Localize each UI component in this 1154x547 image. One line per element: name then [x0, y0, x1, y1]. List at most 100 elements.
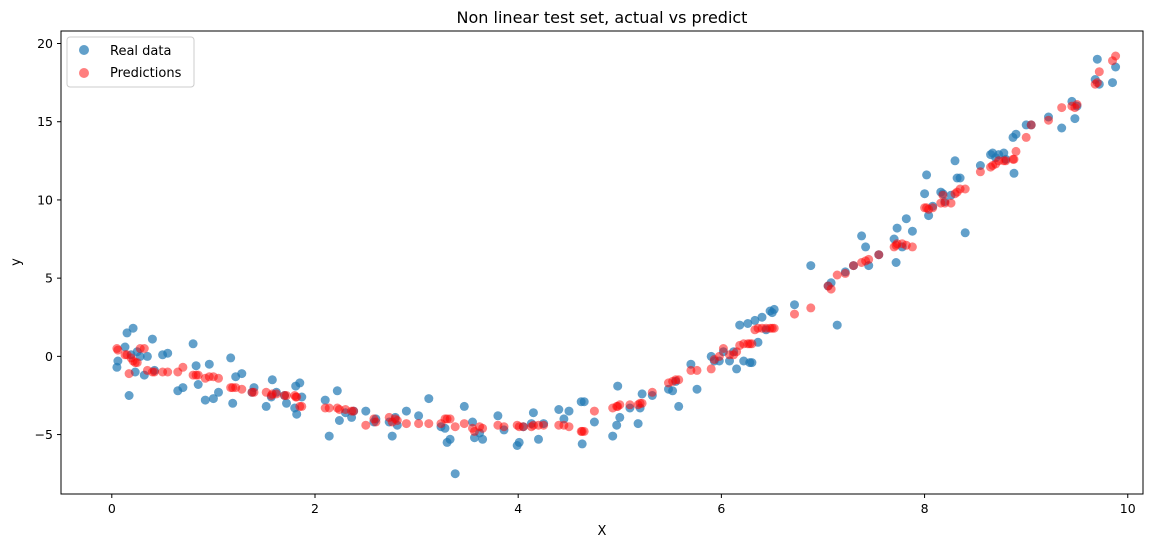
real-data-point — [200, 395, 210, 405]
predictions-point — [361, 420, 371, 430]
real-data-point — [282, 398, 291, 408]
predictions-point — [292, 392, 302, 402]
real-data-point — [478, 434, 488, 444]
real-data-point — [857, 231, 867, 241]
real-data-point — [1057, 123, 1067, 133]
predictions-point — [806, 303, 816, 313]
real-data-point — [920, 189, 930, 199]
real-data-point — [237, 369, 247, 379]
y-tick-label: 20 — [37, 36, 53, 51]
real-data-point — [743, 319, 753, 328]
predictions-point — [647, 387, 657, 397]
legend-label-real-data: Real data — [110, 44, 171, 59]
predictions-point — [193, 370, 203, 380]
predictions-point — [1009, 154, 1019, 164]
real-data-point — [295, 378, 305, 388]
real-data-point — [975, 161, 985, 170]
real-data-point — [147, 334, 157, 344]
predictions-point — [249, 387, 259, 397]
real-data-point — [750, 315, 760, 325]
predictions-point — [1072, 100, 1082, 109]
predictions-point — [401, 419, 411, 429]
real-data-point — [1108, 78, 1117, 88]
real-data-point — [674, 401, 684, 411]
predictions-point — [747, 339, 757, 349]
real-data-point — [747, 358, 757, 368]
real-data-point — [468, 417, 477, 427]
y-tick-label: 0 — [45, 349, 53, 364]
real-data-point — [901, 214, 911, 224]
real-data-point — [554, 405, 564, 414]
real-data-point — [769, 304, 779, 314]
real-data-point — [608, 431, 618, 441]
real-data-point — [334, 416, 344, 425]
real-data-point — [387, 431, 397, 441]
real-data-point — [332, 386, 342, 396]
predictions-point — [615, 400, 625, 410]
real-data-point — [188, 339, 198, 349]
predictions-point — [1026, 120, 1036, 130]
real-data-point — [459, 401, 469, 411]
predictions-point — [907, 242, 917, 252]
legend-marker-predictions — [79, 68, 89, 78]
real-data-point — [1070, 114, 1080, 124]
x-tick-label: 2 — [311, 501, 319, 516]
real-data-point — [122, 328, 132, 338]
real-data-point — [559, 414, 569, 424]
real-data-point — [907, 226, 917, 236]
real-data-point — [493, 411, 503, 421]
predictions-point — [928, 203, 938, 213]
y-axis-label: y — [9, 258, 24, 266]
real-data-point — [450, 469, 460, 479]
predictions-point — [163, 367, 173, 377]
predictions-point — [1092, 78, 1102, 88]
predictions-point — [975, 167, 985, 177]
real-data-point — [267, 375, 277, 385]
predictions-point — [718, 344, 728, 353]
predictions-point — [178, 362, 188, 372]
real-data-point — [414, 411, 424, 421]
y-tick-label: 15 — [37, 114, 53, 129]
real-data-point — [732, 364, 742, 374]
predictions-point — [826, 284, 836, 294]
real-data-point — [612, 420, 622, 430]
real-data-point — [1009, 168, 1019, 178]
legend-box — [66, 36, 195, 88]
legend-label-predictions: Predictions — [110, 66, 182, 81]
real-data-point — [579, 397, 589, 407]
real-data-point — [922, 170, 932, 180]
predictions-point — [790, 309, 799, 319]
predictions-point — [499, 422, 509, 432]
predictions-point — [139, 344, 149, 353]
predictions-point — [214, 373, 223, 383]
real-data-point — [861, 242, 871, 252]
real-data-point — [960, 228, 970, 238]
predictions-point — [864, 254, 874, 264]
x-tick-label: 0 — [108, 501, 116, 516]
x-axis: 0 2 4 6 8 10 — [108, 494, 1136, 516]
predictions-point — [132, 358, 142, 368]
predictions-point — [150, 367, 159, 377]
predictions-point — [324, 403, 334, 413]
predictions-point — [450, 422, 460, 432]
predictions-point — [960, 184, 970, 194]
real-data-point — [228, 398, 238, 408]
predictions-point — [625, 400, 635, 410]
y-axis: −5 0 5 10 15 20 — [35, 36, 61, 442]
predictions-point — [589, 406, 599, 416]
real-data-point — [1011, 129, 1021, 139]
real-data-point — [892, 223, 902, 233]
predictions-point — [832, 270, 842, 280]
x-tick-label: 6 — [717, 501, 725, 516]
predictions-point — [564, 422, 574, 432]
real-data-point — [757, 312, 767, 322]
predictions-point — [938, 190, 948, 200]
real-data-point — [668, 386, 678, 396]
predictions-point — [282, 391, 291, 400]
predictions-point — [692, 365, 702, 375]
predictions-point — [1057, 103, 1067, 113]
x-tick-label: 10 — [1120, 501, 1136, 516]
real-data-point — [514, 437, 524, 447]
